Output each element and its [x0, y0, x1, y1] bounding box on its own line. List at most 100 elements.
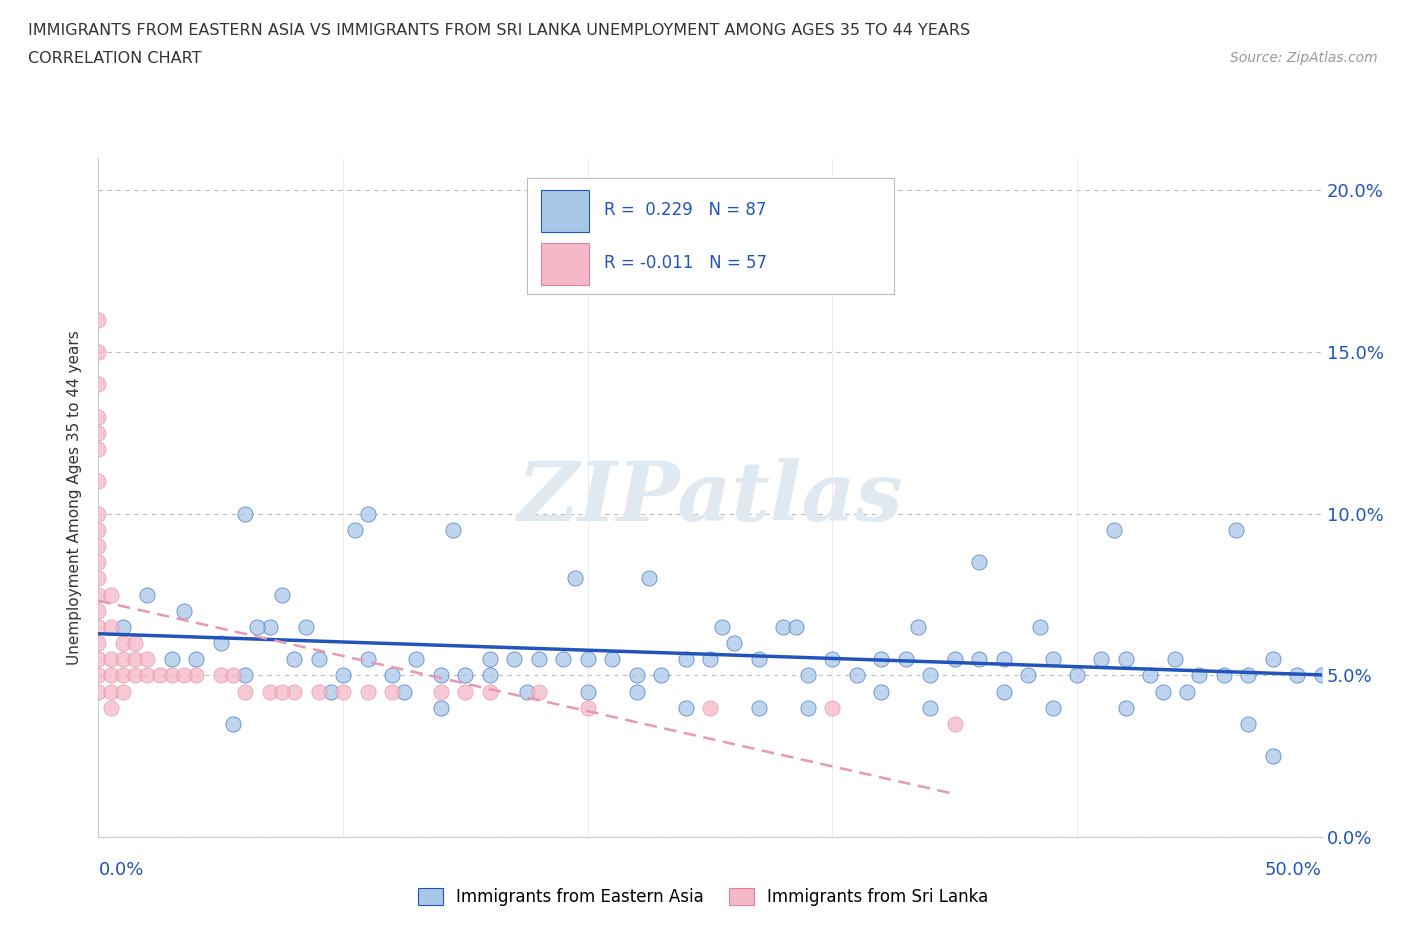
Point	[124, 668, 146, 683]
Point	[100, 619, 122, 634]
Point	[87, 506, 110, 521]
Point	[246, 619, 269, 634]
Point	[1102, 523, 1125, 538]
Point	[356, 684, 378, 699]
Point	[100, 684, 122, 699]
Point	[233, 506, 256, 521]
Point	[259, 619, 281, 634]
Point	[967, 652, 990, 667]
Point	[1286, 668, 1309, 683]
Point	[626, 684, 648, 699]
Point	[209, 668, 232, 683]
Point	[308, 652, 330, 667]
Point	[381, 668, 404, 683]
Point	[186, 668, 208, 683]
Point	[993, 652, 1015, 667]
Point	[124, 635, 146, 650]
Point	[87, 668, 110, 683]
Point	[1017, 668, 1039, 683]
Point	[259, 684, 281, 699]
Point	[136, 652, 159, 667]
Point	[553, 652, 575, 667]
Point	[356, 506, 378, 521]
Point	[675, 652, 697, 667]
Point	[797, 700, 820, 715]
Point	[295, 619, 318, 634]
Point	[136, 668, 159, 683]
Y-axis label: Unemployment Among Ages 35 to 44 years: Unemployment Among Ages 35 to 44 years	[67, 330, 83, 665]
Point	[283, 652, 305, 667]
Legend: Immigrants from Eastern Asia, Immigrants from Sri Lanka: Immigrants from Eastern Asia, Immigrants…	[411, 881, 995, 912]
Point	[1042, 652, 1064, 667]
Point	[160, 668, 183, 683]
Point	[124, 652, 146, 667]
Point	[772, 619, 794, 634]
Point	[430, 668, 453, 683]
Point	[149, 668, 172, 683]
Point	[87, 684, 110, 699]
Point	[87, 312, 110, 327]
Point	[723, 635, 745, 650]
Point	[392, 684, 416, 699]
Point	[650, 668, 672, 683]
Point	[111, 684, 134, 699]
Point	[87, 474, 110, 489]
Point	[516, 684, 538, 699]
Text: Source: ZipAtlas.com: Source: ZipAtlas.com	[1230, 51, 1378, 65]
Point	[699, 700, 721, 715]
Point	[527, 652, 550, 667]
Text: 50.0%: 50.0%	[1265, 860, 1322, 879]
Point	[1175, 684, 1198, 699]
Point	[711, 619, 734, 634]
Point	[1212, 668, 1234, 683]
Point	[600, 652, 623, 667]
Point	[1310, 668, 1333, 683]
Point	[1139, 668, 1161, 683]
Point	[332, 668, 354, 683]
Point	[797, 668, 820, 683]
Point	[1066, 668, 1088, 683]
Point	[283, 684, 305, 699]
Point	[527, 684, 550, 699]
Point	[111, 619, 134, 634]
Point	[675, 700, 697, 715]
Point	[1237, 668, 1260, 683]
Point	[1115, 652, 1137, 667]
Point	[576, 652, 599, 667]
Text: ZIPatlas: ZIPatlas	[517, 458, 903, 538]
Point	[87, 587, 110, 602]
Point	[405, 652, 427, 667]
Point	[87, 425, 110, 440]
Point	[87, 652, 110, 667]
Point	[894, 652, 917, 667]
Point	[87, 345, 110, 360]
Point	[943, 716, 966, 731]
Point	[173, 668, 195, 683]
Point	[87, 523, 110, 538]
Point	[87, 604, 110, 618]
Point	[100, 700, 122, 715]
Point	[845, 668, 868, 683]
Point	[576, 700, 599, 715]
Point	[699, 652, 721, 667]
Point	[222, 668, 245, 683]
Point	[87, 538, 110, 553]
Point	[907, 619, 929, 634]
Text: IMMIGRANTS FROM EASTERN ASIA VS IMMIGRANTS FROM SRI LANKA UNEMPLOYMENT AMONG AGE: IMMIGRANTS FROM EASTERN ASIA VS IMMIGRAN…	[28, 23, 970, 38]
Point	[1090, 652, 1112, 667]
Point	[136, 587, 159, 602]
Point	[430, 684, 453, 699]
Point	[638, 571, 661, 586]
Point	[111, 652, 134, 667]
Point	[308, 684, 330, 699]
Point	[943, 652, 966, 667]
Point	[748, 700, 770, 715]
Point	[1164, 652, 1187, 667]
Point	[270, 587, 294, 602]
Point	[87, 377, 110, 392]
Point	[478, 652, 501, 667]
Point	[1261, 749, 1284, 764]
Point	[1261, 652, 1284, 667]
Point	[478, 668, 501, 683]
Point	[1029, 619, 1052, 634]
